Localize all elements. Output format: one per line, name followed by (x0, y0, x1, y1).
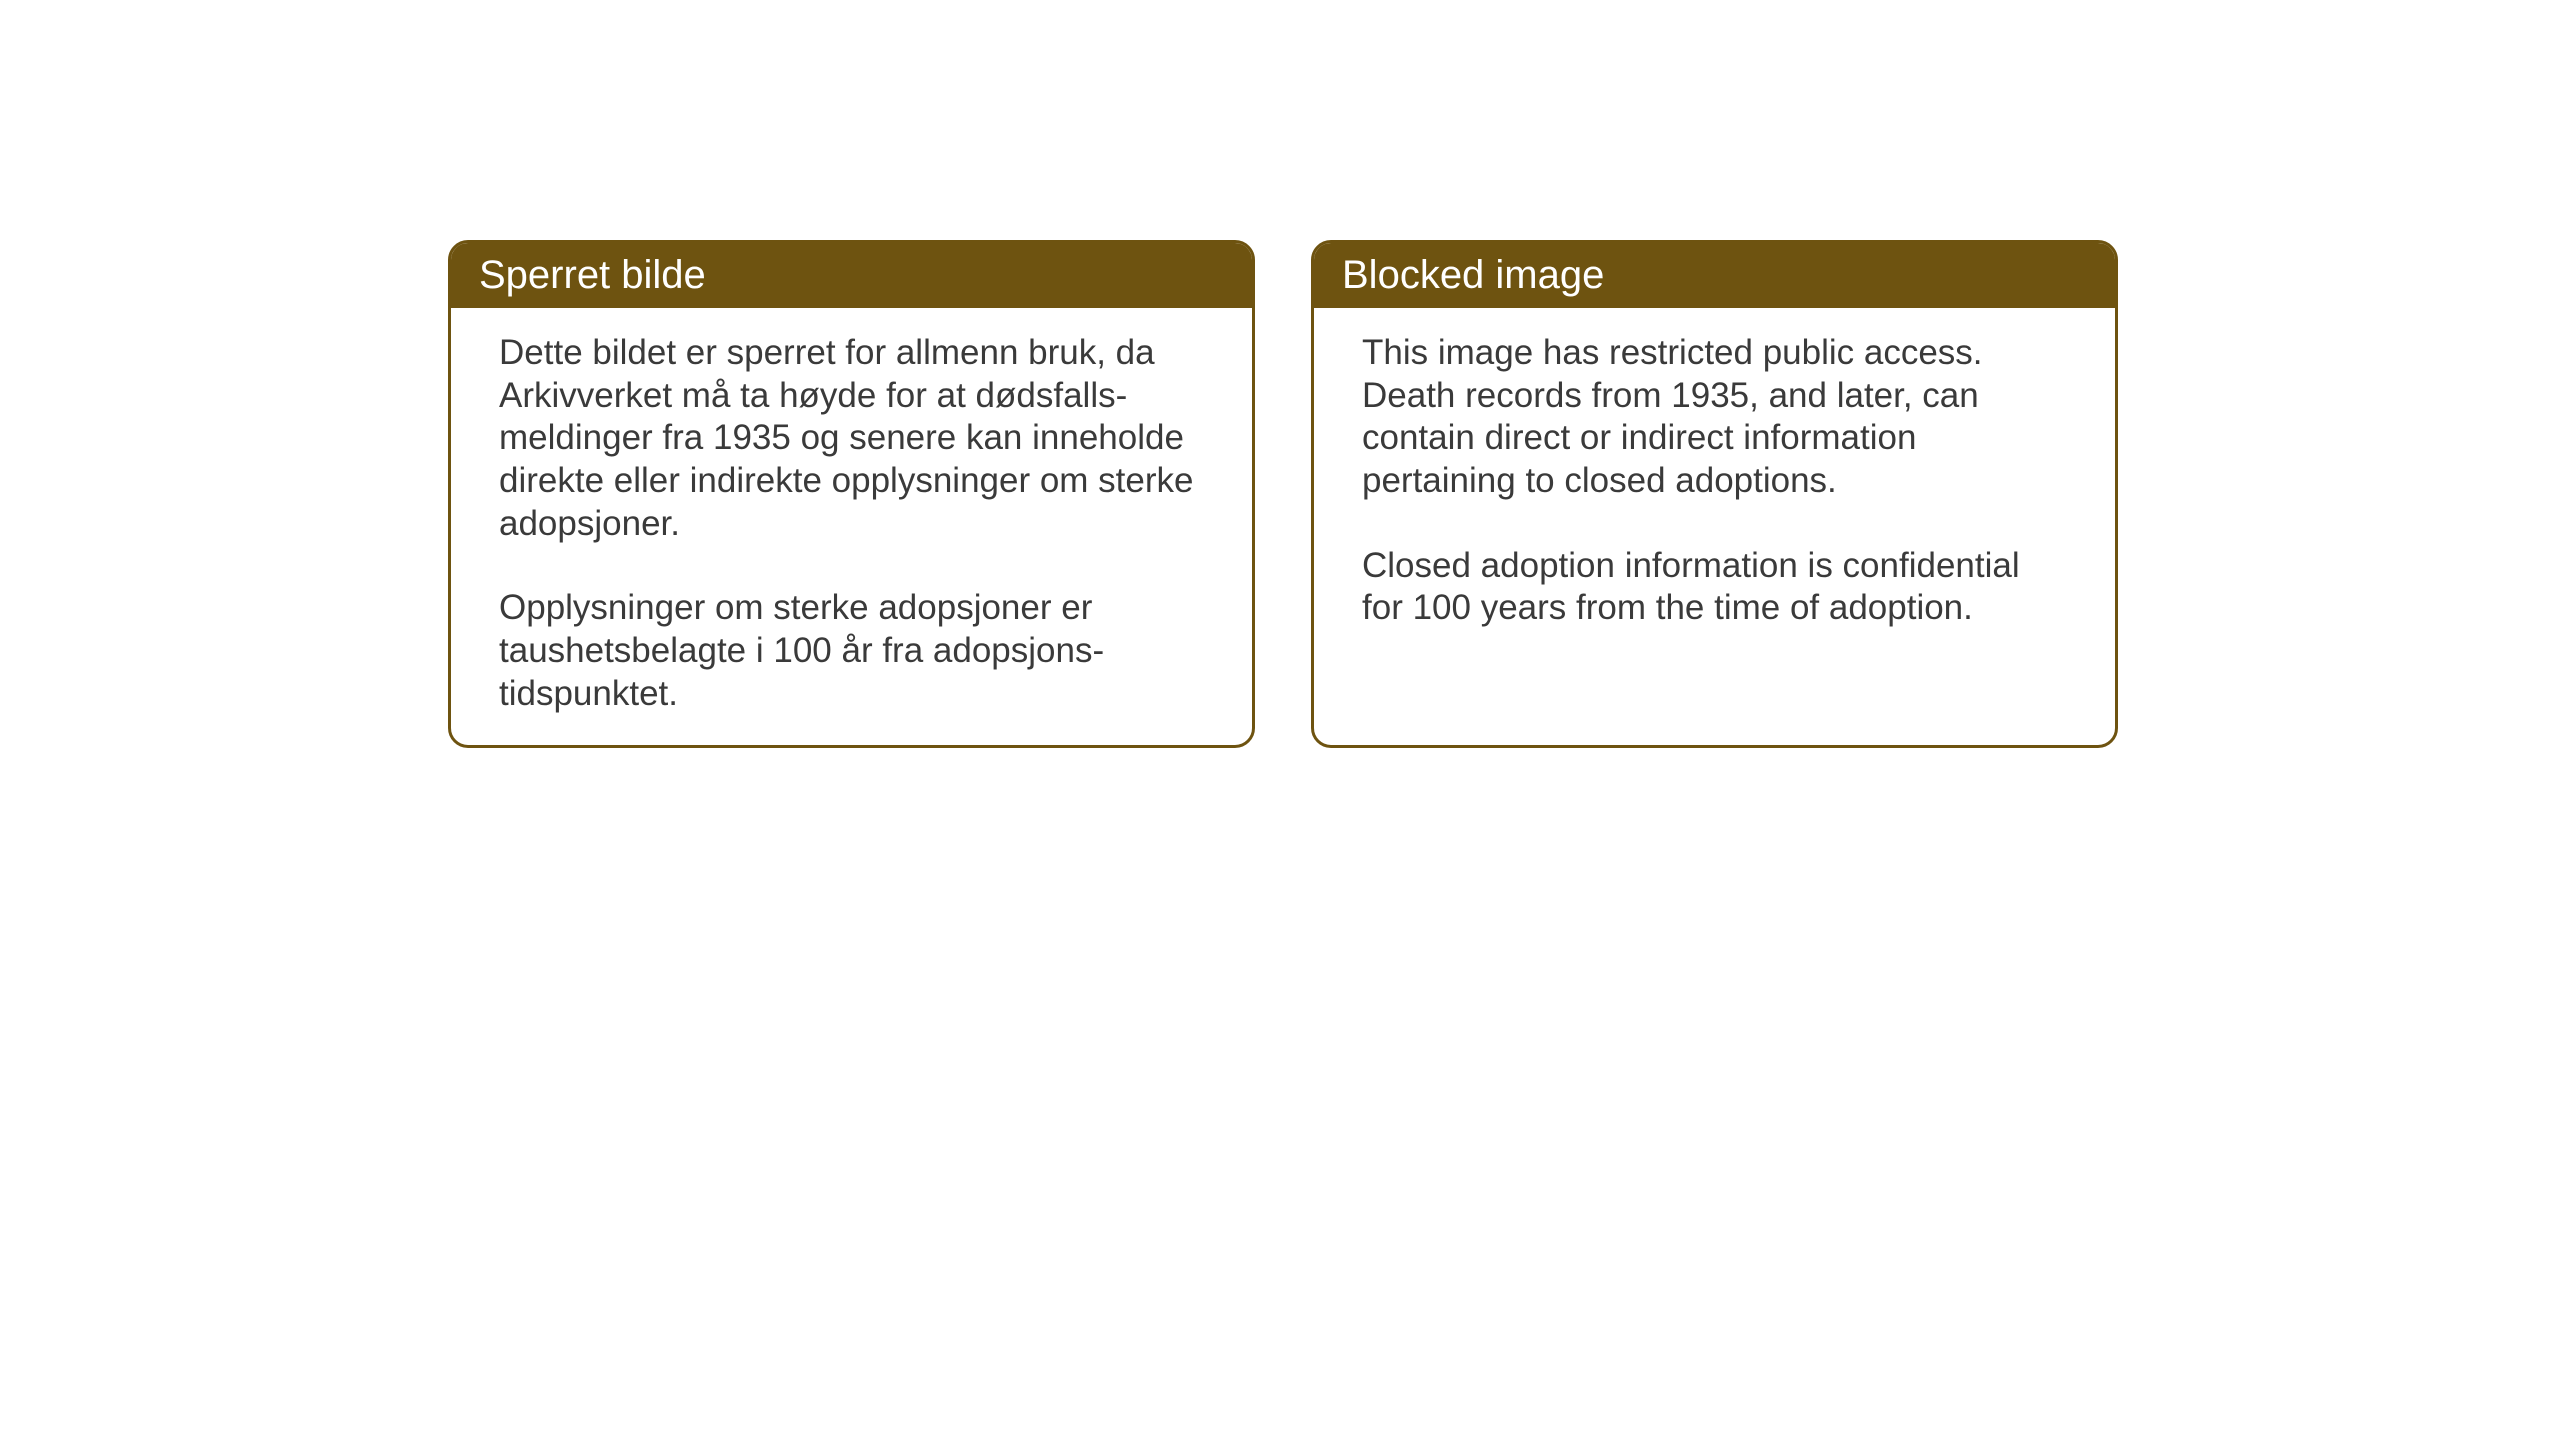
paragraph-2-norwegian: Opplysninger om sterke adopsjoner er tau… (499, 587, 1204, 715)
notice-card-english: Blocked image This image has restricted … (1311, 240, 2118, 748)
notice-card-norwegian: Sperret bilde Dette bildet er sperret fo… (448, 240, 1255, 748)
card-title-english: Blocked image (1342, 253, 1604, 297)
paragraph-1-english: This image has restricted public access.… (1362, 332, 2067, 503)
card-header-english: Blocked image (1314, 243, 2115, 308)
paragraph-2-english: Closed adoption information is confident… (1362, 545, 2067, 630)
card-body-english: This image has restricted public access.… (1314, 308, 2115, 696)
paragraph-1-norwegian: Dette bildet er sperret for allmenn bruk… (499, 332, 1204, 545)
card-body-norwegian: Dette bildet er sperret for allmenn bruk… (451, 308, 1252, 748)
card-title-norwegian: Sperret bilde (479, 253, 706, 297)
card-header-norwegian: Sperret bilde (451, 243, 1252, 308)
notice-container: Sperret bilde Dette bildet er sperret fo… (0, 0, 2560, 748)
